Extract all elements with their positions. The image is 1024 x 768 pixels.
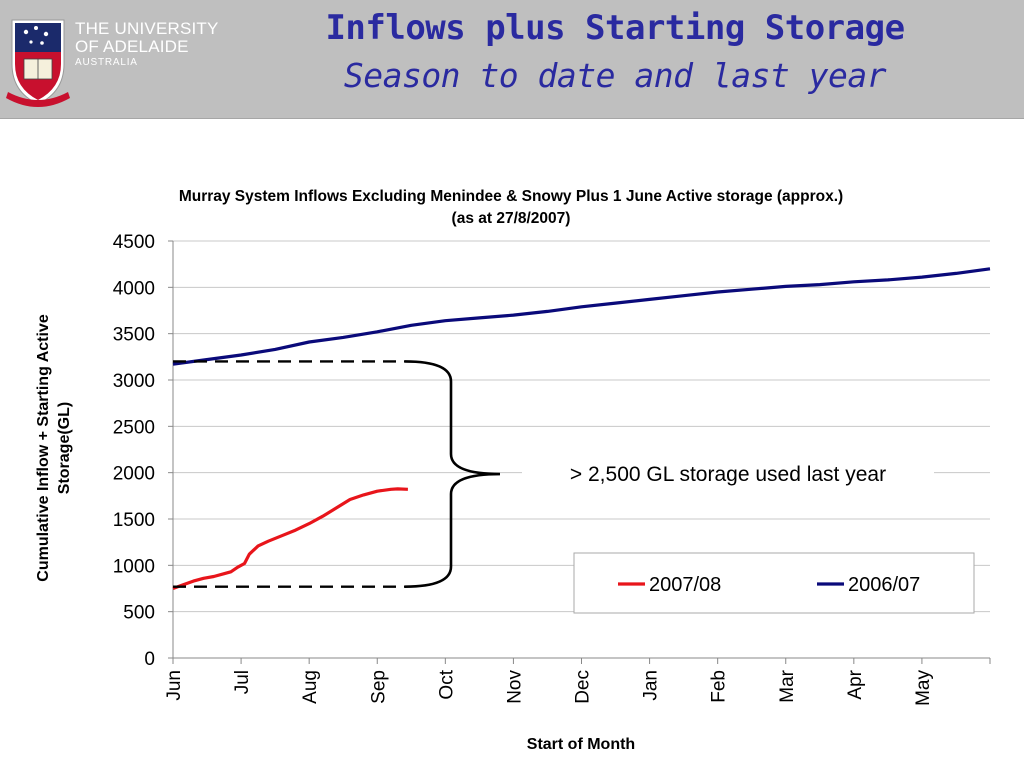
x-tick-label: Oct — [436, 669, 457, 699]
university-name: THE UNIVERSITY OF ADELAIDE AUSTRALIA — [75, 20, 219, 68]
y-tick-label: 4000 — [113, 278, 155, 299]
curly-brace — [404, 360, 501, 588]
x-tick-label: Jul — [232, 670, 253, 694]
series-line-2006-07 — [172, 267, 991, 366]
legend-label: 2006/07 — [848, 574, 920, 596]
series-lines — [172, 267, 991, 591]
slide-title: Inflows plus Starting Storage — [325, 8, 905, 48]
x-tick-label: Sep — [368, 670, 389, 704]
y-tick-label: 3500 — [113, 325, 155, 346]
x-tick-label: Aug — [300, 670, 321, 704]
x-tick-label: Mar — [777, 669, 798, 702]
y-tick-label: 2500 — [113, 417, 155, 438]
annotation-background — [522, 456, 934, 491]
chart-title: Murray System Inflows Excluding Menindee… — [179, 188, 843, 205]
y-tick-label: 4500 — [113, 232, 155, 253]
university-crest-icon — [6, 19, 70, 107]
x-axis-label: Start of Month — [527, 736, 635, 753]
series-line-2007-08 — [172, 487, 408, 591]
university-line-2: OF ADELAIDE — [75, 36, 189, 56]
y-tick-label: 1000 — [113, 556, 155, 577]
slide-subtitle: Season to date and last year — [343, 56, 887, 95]
y-tick-label: 2000 — [113, 464, 155, 485]
y-tick-label: 0 — [144, 649, 155, 670]
x-tick-label: Apr — [845, 669, 866, 699]
x-tick-label: Jun — [164, 670, 185, 701]
x-tick-label: May — [913, 670, 934, 706]
university-line-1: THE UNIVERSITY — [75, 19, 219, 38]
annotation-text: > 2,500 GL storage used last year — [570, 463, 886, 486]
x-tick-labels: Jun Jul Aug Sep Oct Nov Dec Jan Feb Mar Apr May — [164, 658, 991, 706]
university-line-3: AUSTRALIA — [75, 56, 138, 68]
x-tick-label: Nov — [504, 670, 525, 704]
y-tick-labels: 0 500 1000 1500 2000 2500 3000 3500 4000 4500 — [113, 232, 173, 670]
y-tick-label: 1500 — [113, 510, 155, 531]
y-tick-label: 500 — [123, 603, 155, 624]
annotation: > 2,500 GL storage used last year — [173, 360, 934, 588]
slide-header: THE UNIVERSITY OF ADELAIDE AUSTRALIA Inf… — [0, 0, 1024, 119]
legend-label: 2007/08 — [649, 574, 721, 596]
legend: 2007/08 2006/07 — [573, 552, 975, 614]
x-tick-label: Jan — [641, 670, 662, 701]
x-tick-label: Feb — [709, 670, 730, 703]
x-tick-label: Dec — [573, 670, 594, 704]
y-axis-label: Cumulative Inflow + Starting Active Stora… — [35, 314, 73, 582]
y-tick-label: 3000 — [113, 371, 155, 392]
chart-subtitle: (as at 27/8/2007) — [452, 210, 571, 227]
